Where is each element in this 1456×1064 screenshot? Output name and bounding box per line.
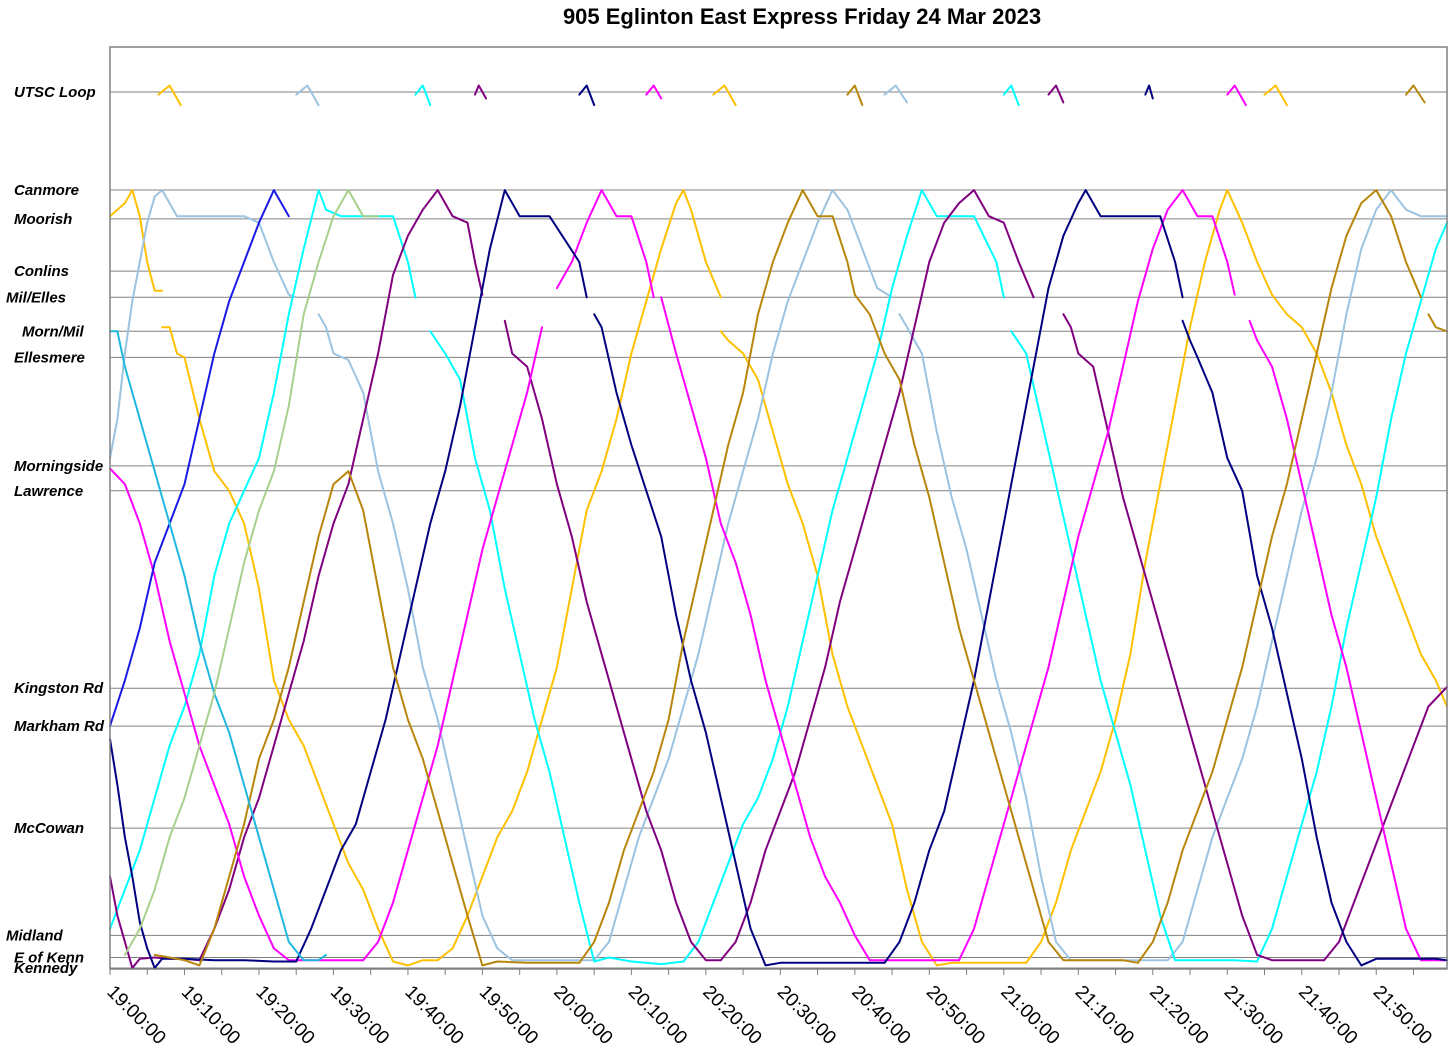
trip-line-34 bbox=[645, 84, 663, 100]
trip-line-24 bbox=[198, 189, 484, 962]
chart-title: 905 Eglinton East Express Friday 24 Mar … bbox=[563, 4, 1041, 29]
trip-line-26 bbox=[503, 319, 722, 962]
trip-line-8 bbox=[1271, 293, 1448, 708]
trip-line-44 bbox=[1144, 84, 1154, 100]
trip-line-37 bbox=[1226, 84, 1247, 107]
x-tick-label: 19:10:00 bbox=[177, 982, 244, 1049]
x-tick-label: 19:30:00 bbox=[326, 982, 393, 1049]
trip-line-32 bbox=[362, 326, 543, 962]
trip-line-21 bbox=[1010, 330, 1259, 963]
trip-line-17 bbox=[414, 84, 432, 107]
stop-label: E of Kenn bbox=[14, 950, 84, 967]
trip-line-5 bbox=[719, 330, 1028, 967]
trip-line-22 bbox=[1256, 221, 1448, 963]
trip-line-52 bbox=[1405, 84, 1426, 104]
x-tick-label: 21:20:00 bbox=[1145, 982, 1212, 1049]
trip-line-0 bbox=[109, 189, 164, 292]
trip-line-18 bbox=[429, 330, 685, 966]
stop-label: Midland bbox=[6, 927, 63, 944]
trip-line-40 bbox=[295, 189, 588, 963]
trip-line-9 bbox=[109, 189, 298, 460]
stop-label: Morn/Mil bbox=[22, 323, 84, 340]
trip-line-1 bbox=[157, 84, 182, 107]
trip-line-3 bbox=[436, 189, 722, 962]
trip-line-27 bbox=[719, 189, 1035, 962]
stop-label: Kennedy bbox=[14, 960, 78, 977]
trip-line-51 bbox=[1136, 189, 1422, 964]
trip-line-2 bbox=[161, 326, 439, 967]
x-tick-label: 19:50:00 bbox=[475, 982, 542, 1049]
stop-label: Mil/Elles bbox=[6, 289, 66, 306]
trip-line-41 bbox=[578, 84, 596, 107]
trip-lines bbox=[109, 84, 1448, 969]
trip-line-48 bbox=[578, 189, 856, 964]
trip-line-49 bbox=[846, 84, 864, 107]
x-tick-label: 19:40:00 bbox=[400, 982, 467, 1049]
x-tick-label: 19:00:00 bbox=[102, 982, 169, 1049]
stop-label: Conlins bbox=[14, 263, 69, 280]
trip-line-29 bbox=[1062, 313, 1326, 962]
trip-line-10 bbox=[295, 84, 320, 107]
trip-line-35 bbox=[660, 296, 961, 962]
stop-label: UTSC Loop bbox=[14, 84, 96, 101]
stop-label: Ellesmere bbox=[14, 349, 85, 366]
trip-line-7 bbox=[1263, 84, 1288, 107]
trip-line-42 bbox=[593, 313, 886, 967]
x-tick-label: 20:10:00 bbox=[624, 982, 691, 1049]
stop-label: Canmore bbox=[14, 182, 79, 199]
x-tick-label: 20:30:00 bbox=[773, 982, 840, 1049]
time-axis: 19:00:00 19:10:00 19:20:00 19:30:00 19:40:00… bbox=[102, 969, 1436, 1049]
trip-line-30 bbox=[1323, 685, 1448, 962]
stop-label: Lawrence bbox=[14, 483, 83, 500]
stop-labels: UTSC Loop Canmore Moorish Conlins Mil/Elles M… bbox=[6, 84, 105, 977]
trip-line-11 bbox=[317, 313, 596, 962]
x-tick-label: 20:40:00 bbox=[847, 982, 914, 1049]
trip-line-46 bbox=[153, 470, 484, 967]
x-tick-label: 21:10:00 bbox=[1071, 982, 1138, 1049]
x-tick-label: 21:40:00 bbox=[1294, 982, 1361, 1049]
trip-line-15 bbox=[1166, 189, 1448, 962]
trip-line-16 bbox=[109, 189, 417, 930]
trip-line-50 bbox=[853, 293, 1139, 964]
trip-line-43 bbox=[883, 189, 1184, 964]
trip-line-47 bbox=[481, 960, 581, 967]
plot-frame bbox=[109, 46, 1448, 970]
x-tick-label: 20:20:00 bbox=[698, 982, 765, 1049]
trip-line-4 bbox=[712, 84, 737, 107]
trip-line-13 bbox=[883, 84, 908, 104]
trip-line-20 bbox=[1002, 84, 1020, 107]
x-tick-label: 20:50:00 bbox=[922, 982, 989, 1049]
trip-line-25 bbox=[474, 84, 488, 100]
trip-line-33 bbox=[555, 189, 655, 299]
trip-line-56 bbox=[123, 189, 380, 956]
trip-line-31 bbox=[109, 467, 365, 962]
x-tick-label: 21:00:00 bbox=[996, 982, 1063, 1049]
stop-label: McCowan bbox=[14, 820, 84, 837]
x-tick-label: 21:30:00 bbox=[1220, 982, 1287, 1049]
stop-label: Markham Rd bbox=[14, 718, 105, 735]
stop-label: Kingston Rd bbox=[14, 680, 104, 697]
x-tick-label: 19:20:00 bbox=[251, 982, 318, 1049]
stop-label: Moorish bbox=[14, 211, 72, 228]
trip-line-36 bbox=[958, 189, 1236, 962]
trip-line-28 bbox=[1047, 84, 1065, 104]
trip-line-38 bbox=[1248, 319, 1448, 962]
trip-line-6 bbox=[1025, 189, 1273, 964]
trip-line-14 bbox=[898, 313, 1169, 962]
trip-line-54 bbox=[109, 189, 290, 728]
trip-line-53 bbox=[1427, 313, 1448, 333]
x-tick-label: 21:50:00 bbox=[1369, 982, 1436, 1049]
trip-line-45 bbox=[1181, 319, 1448, 967]
stop-label: Morningside bbox=[14, 458, 103, 475]
trip-line-39 bbox=[109, 738, 298, 969]
trip-line-12 bbox=[593, 189, 894, 962]
x-tick-label: 20:00:00 bbox=[549, 982, 616, 1049]
